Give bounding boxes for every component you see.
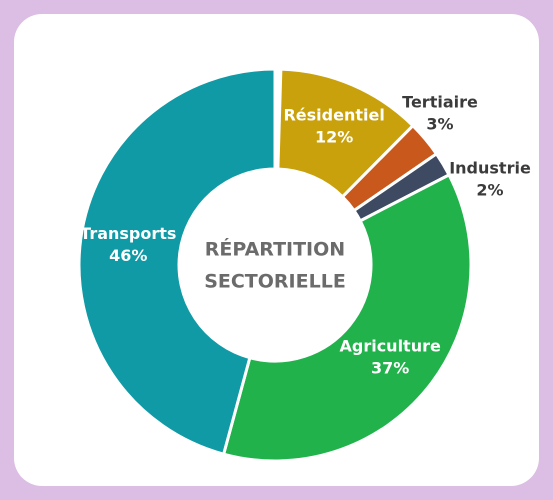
segment-label: Agriculture (339, 336, 441, 355)
segment-value-label: 3% (426, 115, 453, 134)
center-label: RÉPARTITION (205, 238, 345, 261)
segment-value-label: 37% (371, 358, 409, 377)
segment-label: Transports (80, 224, 176, 243)
segment-value-label: 12% (315, 128, 353, 147)
donut-segment (221, 172, 473, 463)
segment-value-label: 46% (109, 246, 147, 265)
center-label: SECTORIELLE (204, 271, 346, 293)
donut-segment (77, 67, 277, 456)
segment-label: Résidentiel (283, 106, 384, 125)
segment-value-label: 2% (476, 181, 503, 200)
segment-label: Tertiaire (402, 93, 478, 112)
segment-label: Industrie (449, 159, 531, 178)
